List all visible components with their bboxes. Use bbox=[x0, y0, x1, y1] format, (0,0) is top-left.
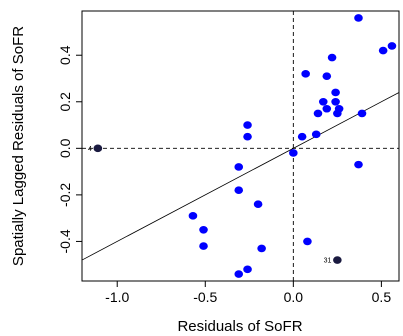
y-axis-ticks: -0.4 -0.2 0.0 0.2 0.4 bbox=[57, 45, 82, 253]
data-point bbox=[318, 97, 328, 106]
data-point bbox=[354, 14, 363, 22]
data-point bbox=[331, 97, 340, 106]
data-point bbox=[289, 149, 298, 157]
x-axis-title: Residuals of SoFR bbox=[177, 318, 302, 335]
data-point bbox=[378, 46, 388, 55]
point-label: 4 bbox=[88, 146, 92, 153]
data-point bbox=[387, 42, 397, 50]
y-axis-title: Spatially Lagged Residuals of SoFR bbox=[10, 26, 27, 266]
data-point bbox=[331, 88, 340, 97]
data-point bbox=[234, 270, 244, 278]
y-tick-label: -0.2 bbox=[57, 183, 73, 207]
influential-point bbox=[93, 144, 103, 153]
regression-line bbox=[81, 92, 400, 261]
data-point bbox=[234, 163, 244, 171]
data-point bbox=[243, 265, 252, 274]
data-point bbox=[234, 186, 244, 195]
y-tick-label: -0.4 bbox=[57, 229, 73, 253]
plot-frame bbox=[81, 10, 400, 282]
data-point bbox=[199, 242, 208, 250]
data-point bbox=[311, 130, 321, 139]
data-point bbox=[253, 200, 263, 208]
data-point bbox=[354, 160, 363, 169]
data-point bbox=[322, 104, 332, 113]
y-tick-label: 0.4 bbox=[57, 45, 73, 65]
influential-point bbox=[333, 256, 342, 264]
x-tick-label: -0.5 bbox=[193, 289, 217, 305]
data-point bbox=[301, 70, 310, 78]
y-tick-label: 0.0 bbox=[57, 138, 73, 158]
data-point bbox=[297, 132, 307, 141]
data-point bbox=[243, 121, 252, 129]
data-points: 4 31 bbox=[88, 14, 397, 278]
x-tick-label: 0.5 bbox=[372, 289, 392, 305]
data-point bbox=[257, 244, 266, 253]
data-point bbox=[188, 212, 198, 220]
x-tick-label: -1.0 bbox=[105, 289, 129, 305]
data-point bbox=[357, 109, 367, 118]
data-point bbox=[327, 53, 337, 62]
x-tick-label: 0.0 bbox=[284, 289, 304, 305]
data-point bbox=[313, 109, 323, 118]
data-point bbox=[322, 72, 332, 80]
point-label: 31 bbox=[324, 258, 332, 265]
data-point bbox=[243, 132, 252, 141]
y-tick-label: 0.2 bbox=[57, 92, 73, 112]
data-point bbox=[199, 225, 208, 234]
data-point bbox=[303, 237, 312, 246]
x-axis-ticks: -1.0 -0.5 0.0 0.5 bbox=[105, 281, 391, 305]
data-point bbox=[333, 109, 342, 118]
